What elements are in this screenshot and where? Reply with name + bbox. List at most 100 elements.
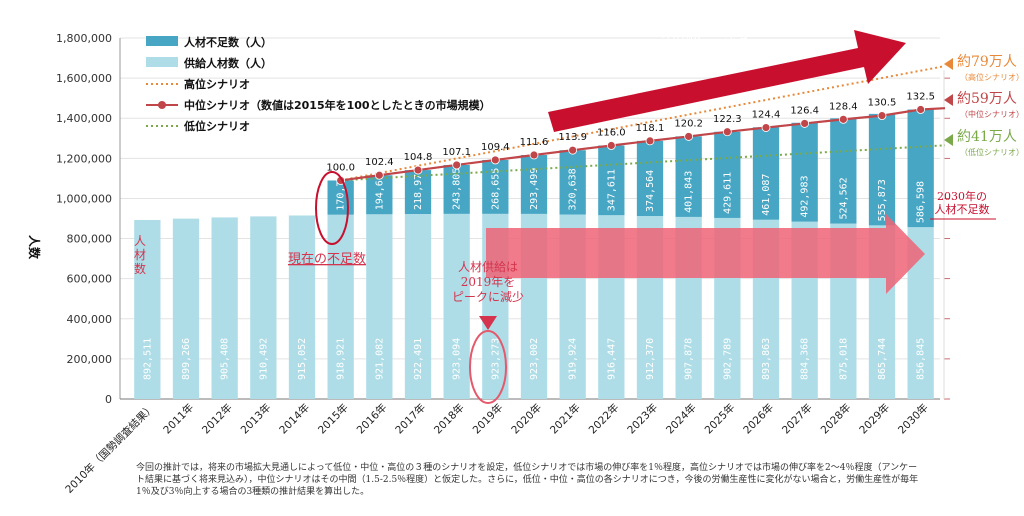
high-sub-label: （高位シナリオ） (960, 72, 1024, 82)
supply-bar (211, 217, 238, 399)
mid-scenario-marker (413, 165, 423, 175)
x-tick-label: 2027年 (779, 401, 815, 437)
supply-value-label: 902,789 (722, 338, 733, 380)
mid-scenario-marker (529, 150, 539, 160)
supply-value-label: 912,370 (645, 338, 656, 380)
mid-index-label: 116.0 (597, 127, 626, 138)
mid-scenario-marker (568, 145, 578, 155)
mid-scenario-marker (761, 123, 771, 132)
mid-index-label: 100.0 (326, 162, 355, 173)
x-tick-label: 2016年 (354, 401, 390, 437)
shortage-value-label: 492,983 (800, 175, 811, 217)
x-tick-label: 2021年 (547, 401, 583, 437)
shortage-value-label: 429,611 (722, 172, 733, 214)
low-scenario-line (340, 144, 946, 182)
x-tick-label: 2024年 (663, 401, 699, 437)
mid-index-label: 122.3 (713, 114, 742, 125)
shortage-bar (559, 150, 586, 215)
mid-index-label: 104.8 (404, 152, 433, 163)
y-tick-label: 800,000 (67, 233, 113, 246)
current-shortage-circle (315, 171, 349, 245)
mid-scenario-marker (684, 132, 694, 141)
mid-sub-label: （中位シナリオ） (960, 109, 1024, 119)
x-tick-label: 2017年 (393, 401, 429, 437)
y-tick-label: 0 (105, 393, 112, 406)
shortage-bar (868, 113, 896, 226)
mid-scenario-marker (452, 160, 462, 170)
x-tick-label: 2028年 (818, 401, 854, 437)
legend-mid: 中位シナリオ（数値は2015年を100としたときの市場規模） (146, 98, 491, 112)
x-tick-label: 2022年 (586, 401, 622, 437)
shortage-value-label: 524,562 (838, 177, 849, 219)
x-tick-label: 2012年 (199, 401, 235, 437)
supply-value-label: 884,368 (800, 338, 811, 380)
mid-index-label: 130.5 (868, 98, 897, 109)
supply-value-label: 915,052 (297, 338, 308, 380)
low-sub-label: （低位シナリオ） (960, 147, 1024, 157)
supply-value-label: 916,447 (606, 338, 617, 380)
y-axis-label: 人数 (27, 235, 42, 260)
shortage-bar (675, 136, 702, 217)
mid-index-label: 107.1 (442, 147, 471, 158)
mid-scenario-marker (374, 170, 384, 180)
legend-low: 低位シナリオ (146, 119, 250, 133)
legend-supply-swatch (146, 57, 178, 67)
shortage-bar (598, 145, 625, 216)
shortage-bar (636, 140, 664, 217)
shortage-2030-note: 2030年の人材不足数 (935, 189, 990, 216)
peak-circle (469, 330, 507, 404)
y-tick-label: 1,400,000 (56, 112, 112, 125)
shortage-bar (327, 180, 354, 215)
supply-value-label: 865,744 (877, 338, 888, 380)
x-tick-label: 2018年 (431, 401, 467, 437)
mid-index-label: 126.4 (790, 105, 819, 116)
legend-high-text: 高位シナリオ (184, 77, 250, 91)
y-tick-label: 1,200,000 (56, 152, 112, 165)
supply-value-label: 893,863 (761, 338, 772, 380)
y-tick-label: 1,800,000 (56, 32, 112, 45)
shortage-bar (520, 155, 548, 214)
legend-high: 高位シナリオ (146, 77, 250, 91)
current-shortage-note: 現在の不足数 (288, 252, 366, 267)
mid-index-label: 111.6 (520, 137, 549, 148)
supply-value-label: 892,511 (142, 338, 153, 380)
high-pointer-icon (944, 58, 953, 70)
y-tick-label: 400,000 (67, 313, 113, 326)
supply-value-label: 918,921 (336, 338, 347, 380)
supply-decline-arrow (486, 214, 925, 294)
supply-value-label: 923,094 (452, 338, 463, 380)
supply-value-label: 923,273 (490, 338, 501, 380)
shortage-value-label: 194,608 (374, 168, 385, 210)
legend-mid-text: 中位シナリオ（数値は2015年を100としたときの市場規模） (184, 98, 491, 112)
supply-value-label: 923,002 (529, 338, 540, 380)
y-tick-label: 1,600,000 (56, 72, 112, 85)
shortage-value-label: 401,843 (684, 171, 695, 213)
shortage-value-label: 555,873 (877, 179, 888, 221)
shortage-value-label: 320,638 (568, 168, 579, 210)
mid-index-label: 113.9 (558, 132, 587, 143)
shortage-bar (830, 118, 857, 224)
mid-scenario-marker (606, 141, 616, 150)
legend-low-text: 低位シナリオ (183, 119, 250, 133)
supply-bar (172, 218, 200, 399)
supply-label-note: 人材数 (134, 234, 146, 276)
x-tick-label: 2015年 (315, 401, 351, 437)
growth-arrow-text: ITニーズの拡大により市場規模は今後も拡大 (626, 17, 750, 69)
mid-scenario-marker (645, 136, 655, 146)
mid-pointer-icon (944, 94, 953, 106)
supply-peak-note: 人材供給は 2019年をピークに減少 (452, 260, 524, 304)
mid-scenario-marker (916, 105, 926, 114)
supply-value-label: 856,845 (916, 338, 927, 380)
x-tick-label: 2013年 (238, 401, 274, 437)
shortage-value-label: 268,655 (490, 168, 501, 210)
shortage-value-label: 293,499 (529, 168, 540, 210)
mid-index-label: 118.1 (636, 123, 665, 134)
supply-bar (250, 216, 277, 399)
y-tick-label: 600,000 (67, 273, 113, 286)
x-tick-label: 2026年 (741, 401, 777, 437)
supply-bar (404, 213, 432, 399)
y-tick-label: 1,000,000 (56, 192, 112, 205)
legend-mid-swatch-marker (158, 101, 166, 109)
supply-bar (366, 214, 393, 399)
shortage-bar (366, 175, 393, 215)
